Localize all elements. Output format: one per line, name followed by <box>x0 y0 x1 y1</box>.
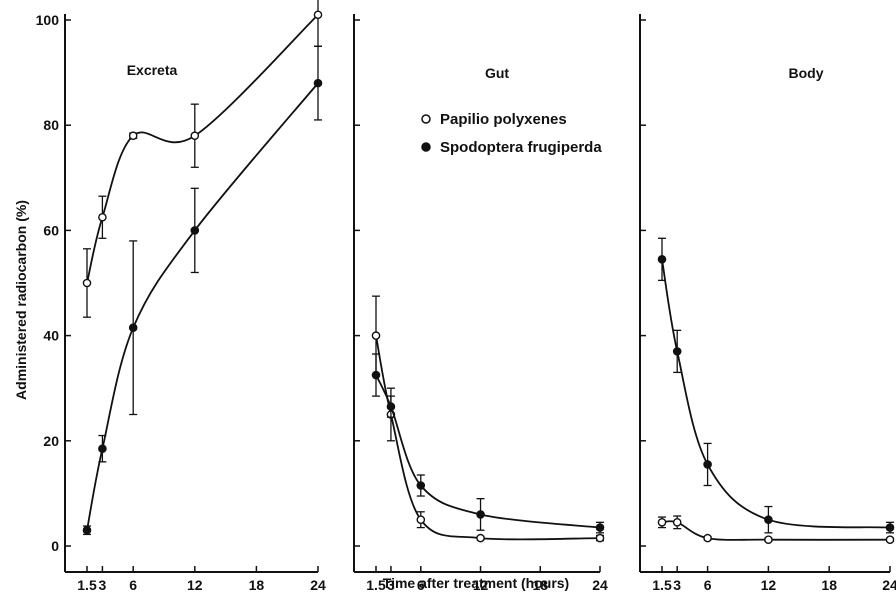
x-tick-label: 3 <box>99 577 107 593</box>
x-tick-label: 18 <box>821 577 837 593</box>
x-tick-label: 6 <box>129 577 137 593</box>
x-tick-label: 1.5 <box>652 577 672 593</box>
data-point-spodoptera <box>128 323 138 333</box>
data-point-papilio <box>885 535 895 544</box>
data-point-papilio <box>313 10 323 20</box>
data-point-spodoptera <box>703 460 712 469</box>
series-line-spodoptera <box>661 259 891 529</box>
legend: Papilio polyxenes Spodoptera frugiperda <box>421 111 602 156</box>
data-point-papilio <box>82 278 92 288</box>
legend-label-papilio: Papilio polyxenes <box>440 111 567 128</box>
legend-marker-open <box>421 114 431 124</box>
series-line-papilio <box>86 14 319 284</box>
panel-title: Excreta <box>127 62 178 78</box>
data-point-spodoptera <box>764 515 773 525</box>
data-point-papilio <box>371 331 381 340</box>
panel-gut: 1.5 3 6 12 18 24 Gut <box>353 14 608 593</box>
data-point-spodoptera <box>386 402 396 411</box>
y-axis-title: Administered radiocarbon (%) <box>13 200 29 400</box>
series-line-papilio <box>375 335 601 541</box>
x-tick-label: 1.5 <box>366 577 386 593</box>
data-point-papilio <box>416 515 426 525</box>
data-point-papilio <box>764 535 773 544</box>
y-tick-label: 40 <box>43 328 59 344</box>
y-tick-label: 60 <box>43 222 59 238</box>
panel-title: Gut <box>485 65 509 81</box>
x-tick-label: 18 <box>249 577 265 593</box>
data-point-papilio <box>128 131 138 141</box>
data-point-spodoptera <box>313 78 323 88</box>
y-tick-label: 20 <box>43 433 59 449</box>
x-tick-label: 6 <box>704 577 712 593</box>
data-point-papilio <box>476 533 485 543</box>
data-point-papilio <box>98 212 107 222</box>
panel-title: Body <box>789 65 824 81</box>
data-point-papilio <box>595 533 605 543</box>
data-point-papilio <box>672 518 682 527</box>
x-tick-label: 12 <box>761 577 777 593</box>
panel-excreta: 0 20 40 60 80 100 1.5 3 6 12 18 24 Excreta <box>36 0 326 593</box>
x-tick-label: 24 <box>592 577 608 593</box>
data-point-spodoptera <box>595 523 605 532</box>
x-tick-label: 12 <box>187 577 203 593</box>
x-tick-label: 18 <box>532 577 548 593</box>
data-point-papilio <box>190 131 200 141</box>
x-tick-label: 24 <box>882 577 896 593</box>
data-point-spodoptera <box>416 481 426 490</box>
data-point-spodoptera <box>657 255 667 264</box>
x-tick-label: 24 <box>310 577 326 593</box>
panel-body: 1.5 3 6 12 18 24 Body <box>639 14 896 593</box>
y-tick-label: 80 <box>43 117 59 133</box>
data-point-papilio <box>703 533 712 543</box>
x-tick-label: 1.5 <box>77 577 97 593</box>
x-axis-title: Time after treatment (hours) <box>383 575 569 591</box>
series-line-spodoptera <box>86 82 319 531</box>
y-tick-label: 100 <box>36 12 60 28</box>
x-tick-label: 6 <box>417 577 425 593</box>
series-line-spodoptera <box>375 374 601 529</box>
data-point-spodoptera <box>476 510 485 519</box>
x-tick-label: 3 <box>387 577 395 593</box>
legend-marker-filled <box>421 142 431 152</box>
y-tick-label: 0 <box>51 538 59 554</box>
x-tick-label: 12 <box>473 577 489 593</box>
series-line-papilio <box>661 520 891 541</box>
data-point-spodoptera <box>82 525 92 535</box>
data-point-papilio <box>657 518 667 527</box>
legend-label-spodoptera: Spodoptera frugiperda <box>440 139 602 156</box>
data-point-spodoptera <box>885 523 895 532</box>
x-tick-label: 3 <box>673 577 681 593</box>
data-point-spodoptera <box>672 347 682 356</box>
data-point-spodoptera <box>190 226 200 235</box>
data-point-spodoptera <box>98 444 107 453</box>
data-point-spodoptera <box>371 370 381 380</box>
